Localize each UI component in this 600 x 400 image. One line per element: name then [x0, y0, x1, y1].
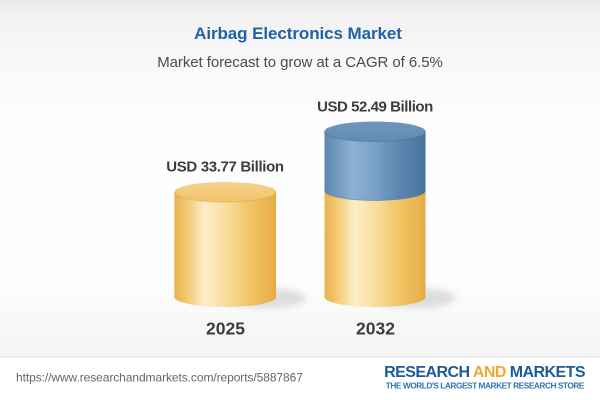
svg-text:https://www.researchandmarkets: https://www.researchandmarkets.com/repor…: [16, 371, 303, 385]
svg-text:USD 33.77 Billion: USD 33.77 Billion: [166, 158, 284, 175]
svg-text:2032: 2032: [356, 319, 395, 339]
svg-text:Airbag Electronics Market: Airbag Electronics Market: [194, 24, 402, 43]
svg-text:USD 52.49 Billion: USD 52.49 Billion: [317, 99, 433, 116]
svg-text:THE WORLD'S LARGEST MARKET RES: THE WORLD'S LARGEST MARKET RESEARCH STOR…: [386, 381, 585, 391]
svg-text:2025: 2025: [206, 319, 245, 339]
svg-text:Market forecast to grow at a C: Market forecast to grow at a CAGR of 6.5…: [157, 54, 443, 71]
svg-text:RESEARCH AND MARKETS: RESEARCH AND MARKETS: [384, 364, 586, 381]
